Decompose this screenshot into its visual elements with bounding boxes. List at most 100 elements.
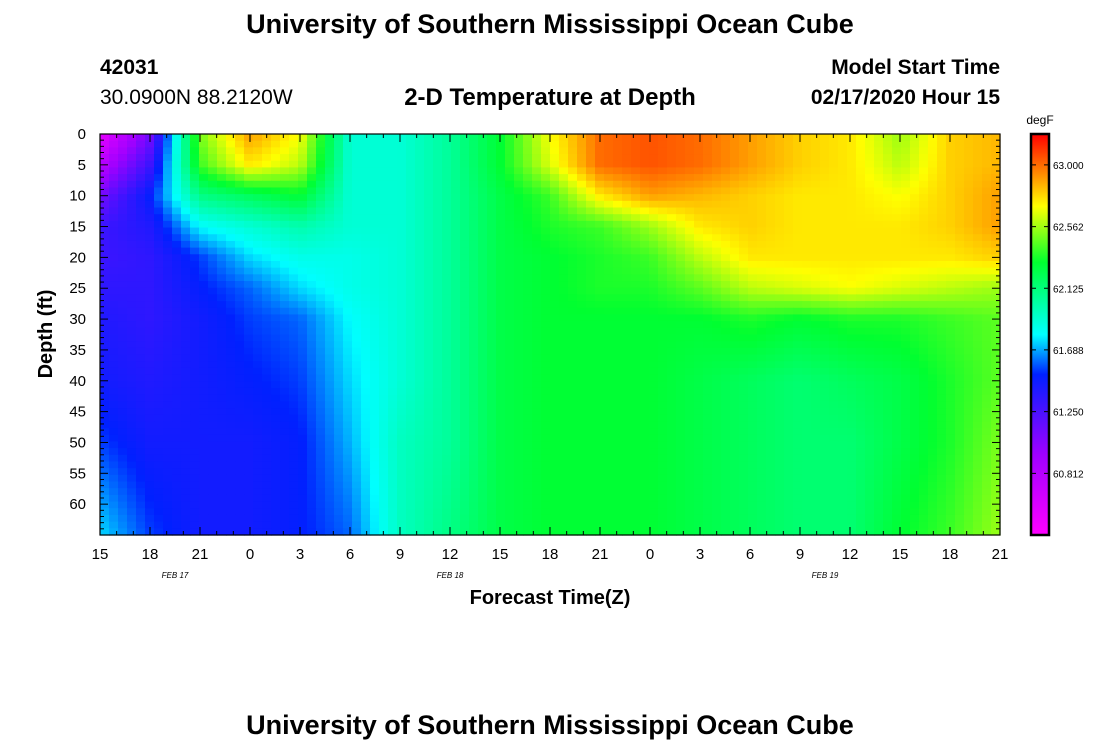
heatmap-cell <box>892 401 902 409</box>
heatmap-cell <box>892 274 902 282</box>
heatmap-cell <box>739 367 749 376</box>
heatmap-cell <box>325 314 335 322</box>
heatmap-cell <box>181 267 191 275</box>
heatmap-cell <box>334 314 344 322</box>
heatmap-cell <box>145 454 155 463</box>
heatmap-cell <box>793 347 803 356</box>
heatmap-cell <box>694 240 704 249</box>
heatmap-cell <box>127 334 137 342</box>
heatmap-cell <box>370 327 380 336</box>
heatmap-cell <box>136 134 146 142</box>
heatmap-cell <box>973 347 983 356</box>
heatmap-cell <box>244 260 254 269</box>
heatmap-cell <box>694 194 704 202</box>
heatmap-cell <box>901 207 911 215</box>
heatmap-cell <box>703 247 713 255</box>
heatmap-cell <box>658 160 668 169</box>
heatmap-cell <box>541 267 551 275</box>
heatmap-cell <box>793 361 803 369</box>
heatmap-cell <box>721 441 731 449</box>
heatmap-cell <box>532 180 542 189</box>
heatmap-cell <box>739 194 749 202</box>
heatmap-cell <box>982 187 992 195</box>
heatmap-cell <box>622 361 632 369</box>
heatmap-cell <box>982 347 992 356</box>
heatmap-cell <box>667 367 677 376</box>
heatmap-cell <box>946 254 956 262</box>
heatmap-cell <box>649 187 659 195</box>
heatmap-cell <box>451 374 461 382</box>
heatmap-cell <box>118 207 128 215</box>
heatmap-cell <box>577 401 587 409</box>
heatmap-cell <box>163 247 173 255</box>
heatmap-cell <box>361 220 371 229</box>
heatmap-cell <box>514 381 524 389</box>
heatmap-cell <box>487 294 497 302</box>
heatmap-cell <box>496 394 506 402</box>
heatmap-cell <box>523 387 533 396</box>
heatmap-cell <box>217 174 227 182</box>
heatmap-cell <box>352 361 362 369</box>
heatmap-cell <box>424 234 434 242</box>
heatmap-cell <box>883 347 893 356</box>
heatmap-cell <box>739 187 749 195</box>
heatmap-cell <box>766 220 776 229</box>
heatmap-cell <box>217 247 227 255</box>
heatmap-cell <box>649 240 659 249</box>
heatmap-cell <box>919 408 929 416</box>
heatmap-cell <box>496 321 506 329</box>
heatmap-cell <box>874 134 884 142</box>
heatmap-cell <box>307 174 317 182</box>
heatmap-cell <box>478 154 488 162</box>
heatmap-cell <box>433 174 443 182</box>
heatmap-cell <box>604 461 614 469</box>
heatmap-cell <box>937 408 947 416</box>
heatmap-cell <box>613 341 623 349</box>
heatmap-cell <box>352 200 362 209</box>
heatmap-cell <box>118 214 128 222</box>
heatmap-cell <box>856 441 866 449</box>
heatmap-cell <box>928 327 938 336</box>
heatmap-cell <box>379 428 389 436</box>
heatmap-cell <box>415 414 425 422</box>
heatmap-cell <box>235 227 245 235</box>
heatmap-cell <box>172 341 182 349</box>
heatmap-cell <box>118 247 128 255</box>
heatmap-cell <box>199 174 209 182</box>
heatmap-cell <box>424 207 434 215</box>
heatmap-cell <box>865 247 875 255</box>
heatmap-cell <box>685 220 695 229</box>
heatmap-cell <box>595 314 605 322</box>
heatmap-cell <box>838 307 848 316</box>
heatmap-cell <box>172 200 182 209</box>
heatmap-cell <box>622 414 632 422</box>
heatmap-cell <box>694 428 704 436</box>
heatmap-cell <box>550 207 560 215</box>
heatmap-cell <box>649 367 659 376</box>
heatmap-cell <box>946 140 956 148</box>
heatmap-cell <box>766 461 776 469</box>
heatmap-cell <box>190 240 200 249</box>
heatmap-cell <box>145 367 155 376</box>
heatmap-cell <box>523 154 533 162</box>
heatmap-cell <box>667 448 677 456</box>
heatmap-cell <box>109 327 119 336</box>
heatmap-cell <box>280 180 290 189</box>
heatmap-cell <box>352 314 362 322</box>
heatmap-cell <box>937 140 947 148</box>
heatmap-cell <box>406 227 416 235</box>
heatmap-cell <box>217 281 227 289</box>
heatmap-cell <box>973 174 983 182</box>
heatmap-cell <box>334 180 344 189</box>
heatmap-cell <box>748 307 758 316</box>
heatmap-cell <box>856 408 866 416</box>
heatmap-cell <box>541 374 551 382</box>
heatmap-cell <box>343 421 353 429</box>
heatmap-cell <box>217 134 227 142</box>
heatmap-cell <box>217 301 227 309</box>
heatmap-cell <box>973 187 983 195</box>
heatmap-cell <box>109 227 119 235</box>
heatmap-cell <box>460 287 470 295</box>
heatmap-cell <box>991 194 1001 202</box>
heatmap-cell <box>649 334 659 342</box>
